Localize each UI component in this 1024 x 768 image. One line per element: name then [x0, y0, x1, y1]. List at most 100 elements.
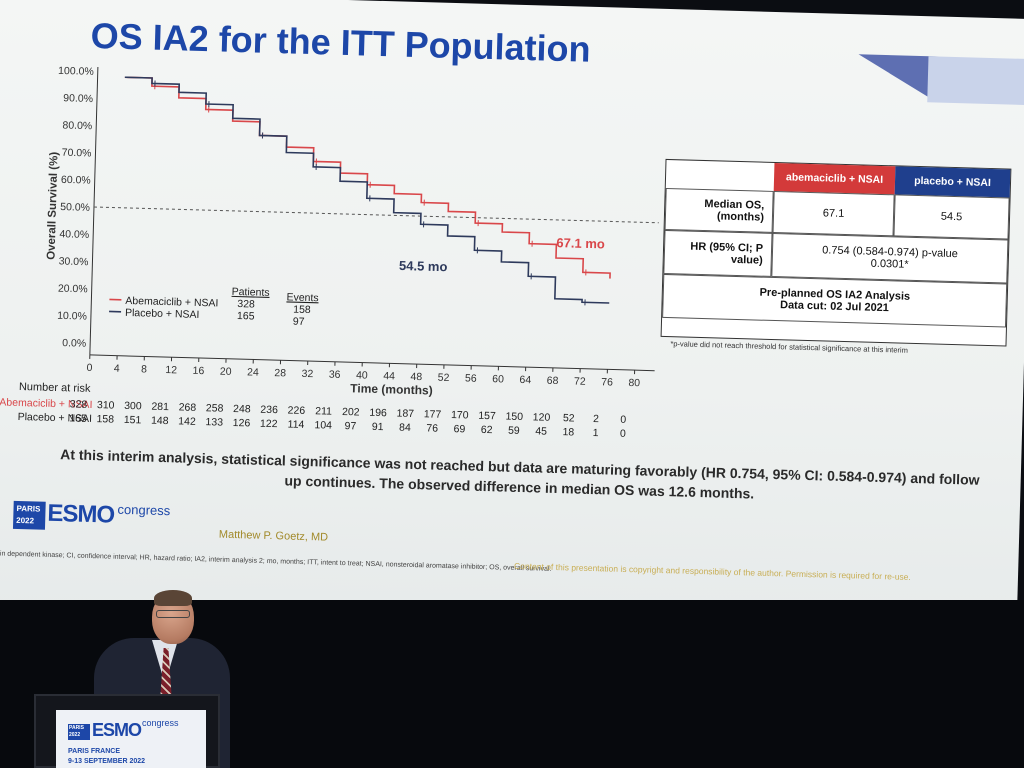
risk-value: 18 — [562, 426, 575, 439]
x-tick-label: 4 — [114, 363, 120, 375]
podium-place: PARIS FRANCE — [68, 748, 120, 755]
risk-value: 148 — [150, 414, 169, 428]
x-tick-label: 24 — [247, 366, 259, 378]
podium: PARIS 2022 ESMO congress PARIS FRANCE 9-… — [34, 694, 220, 768]
copyright-notice: Content of this presentation is copyrigh… — [513, 560, 911, 582]
legend-patients: 328 — [237, 298, 255, 310]
risk-value: 76 — [426, 422, 439, 435]
y-tick-label: 60.0% — [61, 174, 91, 187]
risk-value: 0 — [619, 427, 626, 440]
median-label-placebo: 54.5 mo — [399, 258, 448, 274]
risk-value: 59 — [507, 424, 520, 437]
risk-value: 126 — [232, 416, 251, 430]
risk-value: 196 — [369, 406, 388, 420]
median-reference-line — [93, 206, 659, 224]
risk-value: 45 — [535, 425, 548, 438]
risk-value: 142 — [178, 415, 196, 428]
x-tick-label: 36 — [329, 369, 341, 381]
podium-logo-word: ESMO — [92, 720, 142, 740]
km-curve-placebo — [124, 76, 610, 304]
esmo-logo-suffix: congress — [117, 501, 171, 519]
podium-logo-badge: PARIS 2022 — [68, 724, 90, 740]
summary-table: abemaciclib + NSAI placebo + NSAI Median… — [660, 158, 1012, 347]
speaker-glasses — [156, 610, 190, 618]
risk-value: 0 — [620, 413, 627, 426]
y-axis — [89, 67, 99, 355]
risk-value: 158 — [96, 413, 115, 426]
legend-patients-header: Patients — [231, 286, 269, 299]
presentation-slide: OS IA2 for the ITT Population 0.0% 10.0% 2… — [0, 0, 1024, 651]
km-curve-abemaciclib — [124, 76, 611, 279]
risk-value: 114 — [287, 418, 305, 431]
risk-value: 236 — [260, 403, 279, 417]
podium-logo-suffix: congress — [142, 718, 179, 728]
legend-events-header: Events — [286, 291, 318, 304]
x-tick-label: 44 — [383, 370, 395, 382]
x-tick-label: 0 — [86, 362, 92, 374]
risk-value: 268 — [178, 401, 197, 414]
risk-value: 202 — [341, 405, 360, 419]
risk-value: 300 — [124, 399, 142, 413]
x-axis-label: Time (months) — [350, 381, 433, 397]
x-tick-label: 72 — [574, 375, 586, 387]
esmo-logo-badge: PARIS 2022 — [12, 500, 46, 530]
y-tick-label: 50.0% — [60, 201, 90, 214]
legend-patients: 165 — [237, 310, 255, 322]
km-chart: 0.0% 10.0% 20.0% 30.0% 40.0% 50.0% 60.0% 70.0% 8… — [45, 65, 659, 398]
abbreviations-footnote: DK, cyclin dependent kinase; CI, confide… — [0, 549, 552, 573]
risk-value: 62 — [480, 423, 493, 437]
risk-value: 1 — [592, 427, 599, 440]
risk-value: 91 — [371, 420, 384, 434]
x-tick-label: 56 — [465, 372, 477, 384]
summary-median-abemaciclib: 67.1 — [772, 190, 895, 237]
x-tick-label: 20 — [220, 366, 232, 378]
slide-accent-band — [927, 56, 1024, 106]
legend-name: Abemaciclib + NSAI — [125, 295, 218, 310]
risk-value: 150 — [505, 410, 524, 424]
x-axis — [89, 354, 655, 372]
y-tick-label: 10.0% — [57, 310, 87, 323]
x-tick-label: 64 — [519, 374, 531, 386]
x-tick-label: 48 — [410, 371, 422, 383]
podium-sign: PARIS 2022 ESMO congress PARIS FRANCE 9-… — [56, 710, 206, 768]
x-tick-label: 8 — [141, 363, 147, 375]
speaker-hair — [154, 590, 192, 606]
risk-value: 187 — [396, 407, 415, 421]
x-tick-label: 40 — [356, 369, 368, 381]
summary-col-placebo: placebo + NSAI — [894, 166, 1011, 198]
risk-value: 120 — [532, 411, 551, 424]
x-tick-label: 76 — [601, 376, 613, 388]
y-tick-label: 80.0% — [62, 119, 92, 132]
risk-value: 248 — [232, 402, 251, 416]
x-tick-label: 80 — [628, 377, 640, 389]
summary-hr-value: 0.754 (0.584-0.974) p-value 0.0301* — [771, 232, 1009, 284]
y-tick-label: 40.0% — [59, 228, 89, 241]
esmo-logo-word: ESMO — [47, 499, 115, 529]
risk-value: 84 — [398, 421, 411, 434]
risk-value: 211 — [315, 405, 333, 418]
summary-row-hr-label: HR (95% CI; P value) — [663, 229, 773, 277]
risk-value: 2 — [592, 413, 600, 426]
x-tick-label: 16 — [192, 365, 204, 377]
risk-value: 133 — [205, 416, 224, 429]
x-tick-label: 32 — [301, 368, 313, 380]
x-tick-label: 52 — [438, 372, 450, 384]
risk-value: 170 — [450, 409, 469, 422]
summary-analysis-note: Pre-planned OS IA2 Analysis Data cut: 02… — [662, 273, 1008, 328]
risk-value: 165 — [69, 412, 87, 425]
risk-value: 177 — [423, 408, 442, 421]
risk-value: 151 — [123, 413, 142, 427]
y-tick-label: 20.0% — [58, 283, 88, 296]
y-tick-label: 100.0% — [58, 65, 94, 78]
risk-value: 310 — [96, 399, 115, 412]
risk-table-heading: Number at risk — [18, 380, 91, 395]
x-tick-label: 28 — [274, 367, 286, 379]
y-tick-label: 90.0% — [63, 92, 93, 105]
risk-value: 328 — [69, 398, 88, 411]
legend-events: 158 — [293, 304, 311, 316]
risk-value: 104 — [314, 419, 333, 432]
x-tick-label: 60 — [492, 373, 504, 385]
risk-value: 69 — [453, 423, 466, 436]
summary-row-median-label: Median OS, (months) — [664, 187, 774, 233]
risk-value: 157 — [478, 409, 496, 423]
